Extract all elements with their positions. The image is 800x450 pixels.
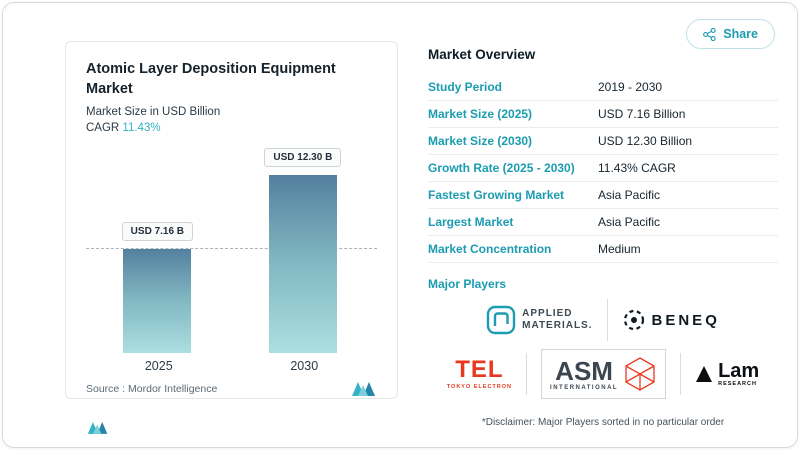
table-row: Market Size (2025) USD 7.16 Billion xyxy=(428,101,778,128)
row-value: Asia Pacific xyxy=(598,188,661,202)
tel-logo: TEL TOKYO ELECTRON xyxy=(446,356,513,391)
row-label: Growth Rate (2025 - 2030) xyxy=(428,161,575,175)
row-label: Market Size (2030) xyxy=(428,134,533,148)
row-label: Market Size (2025) xyxy=(428,107,533,121)
applied-materials-text-2: MATERIALS. xyxy=(522,320,593,331)
logo-divider xyxy=(606,299,608,341)
lam-logo: Lam RESEARCH xyxy=(695,361,759,387)
lam-triangle-icon xyxy=(696,366,713,382)
row-label: Study Period xyxy=(428,80,503,94)
x-axis-labels: 2025 2030 xyxy=(86,359,377,373)
bar-group-2030: USD 12.30 B xyxy=(264,148,342,354)
table-row: Growth Rate (2025 - 2030) 11.43% CAGR xyxy=(428,155,778,182)
chart-card: Atomic Layer Deposition Equipment Market… xyxy=(65,41,398,399)
share-icon xyxy=(703,27,716,41)
players-row-1: APPLIED MATERIALS. BENEQ xyxy=(428,299,778,341)
table-row: Fastest Growing Market Asia Pacific xyxy=(428,182,778,209)
players-row-2: TEL TOKYO ELECTRON ASM INTERNATIONAL xyxy=(428,349,778,399)
row-value: 11.43% CAGR xyxy=(598,161,676,175)
cagr-value: 11.43% xyxy=(122,122,161,135)
row-label: Market Concentration xyxy=(428,242,552,256)
mordor-logo-icon xyxy=(352,382,375,397)
table-row: Largest Market Asia Pacific xyxy=(428,209,778,236)
disclaimer-text: *Disclaimer: Major Players sorted in no … xyxy=(481,417,725,428)
value-label-2025: USD 7.16 B xyxy=(121,222,194,242)
cagr-label: CAGR xyxy=(86,122,123,135)
row-value: 2019 - 2030 xyxy=(598,80,663,94)
asm-cube-icon xyxy=(625,357,655,391)
table-row: Market Size (2030) USD 12.30 Billion xyxy=(428,128,778,155)
applied-materials-icon xyxy=(486,305,516,335)
chart-subtitle: Market Size in USD Billion xyxy=(86,106,221,119)
chart-title: Atomic Layer Deposition Equipment Market xyxy=(86,61,336,97)
logo-divider xyxy=(526,353,528,395)
row-value: USD 7.16 Billion xyxy=(598,107,686,121)
source-text: Source : Mordor Intelligence xyxy=(86,382,218,395)
value-label-2030: USD 12.30 B xyxy=(264,148,342,168)
market-overview-panel: Market Overview Study Period 2019 - 2030… xyxy=(428,47,778,399)
beneq-text: BENEQ xyxy=(651,311,720,329)
row-label: Largest Market xyxy=(428,215,514,229)
brand-corner-icon xyxy=(87,422,108,434)
row-value: USD 12.30 Billion xyxy=(598,134,693,148)
applied-materials-logo: APPLIED MATERIALS. xyxy=(486,305,592,335)
lam-text: Lam xyxy=(718,360,760,382)
bar-group-2025: USD 7.16 B xyxy=(121,222,194,354)
major-players-logos: APPLIED MATERIALS. BENEQ TEL TOKYO ELEC xyxy=(428,299,778,399)
overview-title: Market Overview xyxy=(428,47,536,62)
chart-cagr: CAGR 11.43% xyxy=(86,122,377,134)
row-value: Medium xyxy=(598,242,641,256)
logo-divider xyxy=(680,353,682,395)
asm-subtext: INTERNATIONAL xyxy=(550,384,619,391)
x-label-2025: 2025 xyxy=(144,359,173,374)
table-row: Market Concentration Medium xyxy=(428,236,778,263)
tel-text: TEL xyxy=(455,356,504,383)
asm-logo: ASM INTERNATIONAL xyxy=(541,349,667,399)
share-button[interactable]: Share xyxy=(686,19,775,49)
row-label: Fastest Growing Market xyxy=(428,188,565,202)
row-value: Asia Pacific xyxy=(598,215,661,229)
table-row: Study Period 2019 - 2030 xyxy=(428,74,778,101)
applied-materials-text-1: APPLIED xyxy=(522,307,573,319)
bar-2025 xyxy=(123,249,192,354)
major-players-label: Major Players xyxy=(428,277,507,291)
lam-subtext: RESEARCH xyxy=(718,381,757,387)
bar-chart: USD 7.16 B USD 12.30 B xyxy=(86,148,377,354)
share-button-label: Share xyxy=(723,27,758,41)
x-label-2030: 2030 xyxy=(290,359,319,374)
asm-text: ASM xyxy=(555,355,613,386)
beneq-logo: BENEQ xyxy=(622,308,720,332)
tel-subtext: TOKYO ELECTRON xyxy=(446,384,513,390)
reference-dashed-line xyxy=(86,248,377,250)
source-row: Source : Mordor Intelligence xyxy=(86,373,377,397)
beneq-icon xyxy=(623,309,644,331)
bar-2030 xyxy=(268,175,337,354)
